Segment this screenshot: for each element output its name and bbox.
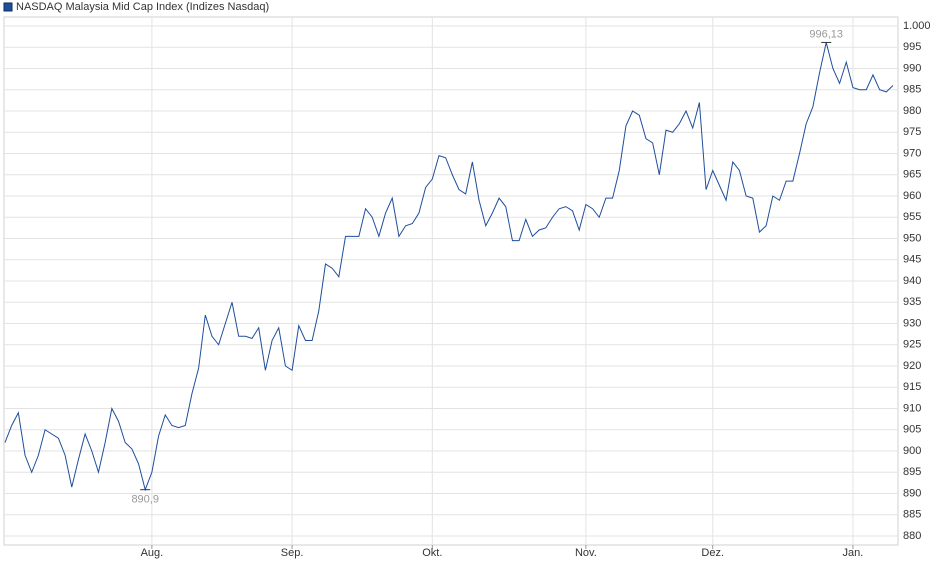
y-tick-label: 895 (903, 466, 921, 478)
y-tick-label: 975 (903, 126, 921, 138)
y-tick-label: 985 (903, 84, 921, 96)
y-tick-label: 900 (903, 445, 921, 457)
x-tick-label: Sep. (281, 547, 304, 559)
y-tick-label: 890 (903, 487, 921, 499)
y-tick-label: 980 (903, 105, 921, 117)
y-tick-label: 965 (903, 169, 921, 181)
y-tick-label: 885 (903, 509, 921, 521)
y-tick-label: 955 (903, 211, 921, 223)
y-tick-label: 925 (903, 339, 921, 351)
legend-swatch (3, 2, 13, 12)
y-tick-label: 960 (903, 190, 921, 202)
y-tick-label: 905 (903, 424, 921, 436)
x-tick-label: Okt. (422, 547, 442, 559)
y-tick-label: 940 (903, 275, 921, 287)
y-tick-label: 995 (903, 41, 921, 53)
max-label: 996,13 (809, 28, 843, 40)
min-label: 890,9 (131, 494, 159, 506)
y-tick-label: 1.000 (903, 20, 931, 32)
y-tick-label: 970 (903, 147, 921, 159)
legend-label: NASDAQ Malaysia Mid Cap Index (Indizes N… (16, 1, 269, 13)
y-tick-label: 880 (903, 530, 921, 542)
x-tick-label: Jan. (843, 547, 864, 559)
y-tick-label: 990 (903, 62, 921, 74)
y-tick-label: 935 (903, 296, 921, 308)
series-line (4, 42, 894, 492)
y-tick-label: 945 (903, 254, 921, 266)
x-tick-label: Dez. (701, 547, 724, 559)
y-tick-label: 915 (903, 381, 921, 393)
y-tick-label: 950 (903, 232, 921, 244)
y-tick-label: 920 (903, 360, 921, 372)
x-tick-label: Aug. (141, 547, 164, 559)
y-tick-label: 910 (903, 402, 921, 414)
y-tick-label: 930 (903, 317, 921, 329)
x-tick-label: Nov. (575, 547, 597, 559)
